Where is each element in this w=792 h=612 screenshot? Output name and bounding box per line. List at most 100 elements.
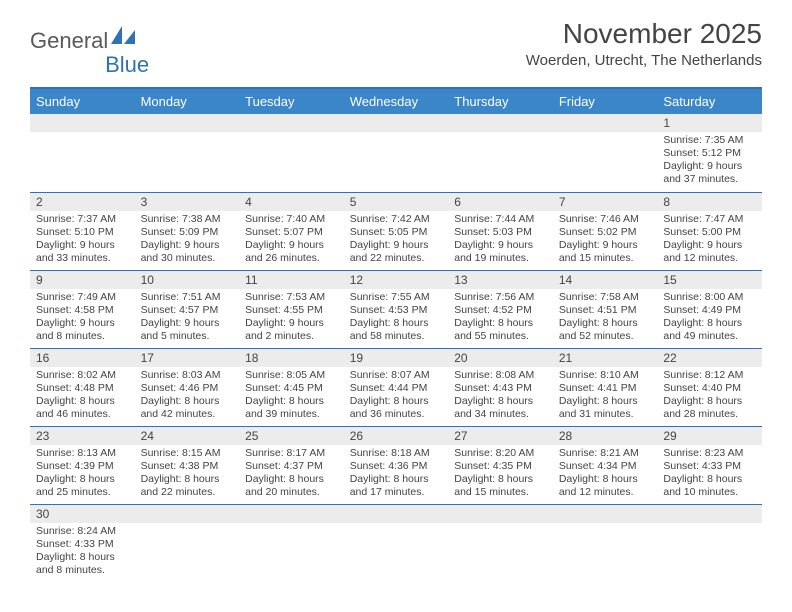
daynum: 6 [448,193,553,211]
day-cell: 2Sunrise: 7:37 AMSunset: 5:10 PMDaylight… [30,192,135,270]
daynum: 28 [553,427,658,445]
calendar-row: 2Sunrise: 7:37 AMSunset: 5:10 PMDaylight… [30,192,762,270]
day-cell: 7Sunrise: 7:46 AMSunset: 5:02 PMDaylight… [553,192,658,270]
daynum [239,114,344,132]
day-body: Sunrise: 7:53 AMSunset: 4:55 PMDaylight:… [239,289,344,348]
daynum: 2 [30,193,135,211]
daynum [448,114,553,132]
logo: General [30,26,137,55]
empty-cell [448,114,553,192]
day-cell: 14Sunrise: 7:58 AMSunset: 4:51 PMDayligh… [553,270,658,348]
day-body: Sunrise: 8:23 AMSunset: 4:33 PMDaylight:… [657,445,762,504]
day-body: Sunrise: 8:20 AMSunset: 4:35 PMDaylight:… [448,445,553,504]
day-header: Thursday [448,89,553,114]
calendar-row: 23Sunrise: 8:13 AMSunset: 4:39 PMDayligh… [30,426,762,504]
day-cell: 22Sunrise: 8:12 AMSunset: 4:40 PMDayligh… [657,348,762,426]
day-cell: 13Sunrise: 7:56 AMSunset: 4:52 PMDayligh… [448,270,553,348]
daynum: 8 [657,193,762,211]
daynum [344,505,449,523]
daynum: 25 [239,427,344,445]
day-header: Tuesday [239,89,344,114]
empty-cell [135,114,240,192]
calendar-page: General November 2025 Woerden, Utrecht, … [0,0,792,582]
day-body: Sunrise: 8:07 AMSunset: 4:44 PMDaylight:… [344,367,449,426]
day-body: Sunrise: 8:24 AMSunset: 4:33 PMDaylight:… [30,523,135,582]
daynum: 10 [135,271,240,289]
daynum: 17 [135,349,240,367]
logo-text-general: General [30,28,108,54]
daynum [135,505,240,523]
daynum: 23 [30,427,135,445]
empty-cell [553,504,658,582]
daynum [344,114,449,132]
day-header: Wednesday [344,89,449,114]
day-body: Sunrise: 8:05 AMSunset: 4:45 PMDaylight:… [239,367,344,426]
calendar-row: 1Sunrise: 7:35 AMSunset: 5:12 PMDaylight… [30,114,762,192]
location: Woerden, Utrecht, The Netherlands [526,52,762,69]
day-header: Sunday [30,89,135,114]
day-header: Friday [553,89,658,114]
title-block: November 2025 Woerden, Utrecht, The Neth… [526,18,762,69]
daynum: 1 [657,114,762,132]
daynum: 19 [344,349,449,367]
calendar-table: SundayMondayTuesdayWednesdayThursdayFrid… [30,89,762,582]
daynum: 29 [657,427,762,445]
day-body: Sunrise: 8:13 AMSunset: 4:39 PMDaylight:… [30,445,135,504]
day-body: Sunrise: 7:35 AMSunset: 5:12 PMDaylight:… [657,132,762,191]
empty-cell [344,504,449,582]
day-cell: 6Sunrise: 7:44 AMSunset: 5:03 PMDaylight… [448,192,553,270]
empty-cell [30,114,135,192]
day-cell: 8Sunrise: 7:47 AMSunset: 5:00 PMDaylight… [657,192,762,270]
day-body: Sunrise: 8:02 AMSunset: 4:48 PMDaylight:… [30,367,135,426]
day-body: Sunrise: 8:17 AMSunset: 4:37 PMDaylight:… [239,445,344,504]
logo-sail-icon [111,26,137,51]
day-cell: 28Sunrise: 8:21 AMSunset: 4:34 PMDayligh… [553,426,658,504]
day-header: Saturday [657,89,762,114]
day-body: Sunrise: 7:38 AMSunset: 5:09 PMDaylight:… [135,211,240,270]
day-body: Sunrise: 7:46 AMSunset: 5:02 PMDaylight:… [553,211,658,270]
daynum: 27 [448,427,553,445]
daynum [553,505,658,523]
day-cell: 23Sunrise: 8:13 AMSunset: 4:39 PMDayligh… [30,426,135,504]
day-cell: 16Sunrise: 8:02 AMSunset: 4:48 PMDayligh… [30,348,135,426]
day-cell: 21Sunrise: 8:10 AMSunset: 4:41 PMDayligh… [553,348,658,426]
day-body: Sunrise: 8:18 AMSunset: 4:36 PMDaylight:… [344,445,449,504]
day-body: Sunrise: 7:47 AMSunset: 5:00 PMDaylight:… [657,211,762,270]
day-cell: 27Sunrise: 8:20 AMSunset: 4:35 PMDayligh… [448,426,553,504]
day-cell: 29Sunrise: 8:23 AMSunset: 4:33 PMDayligh… [657,426,762,504]
day-body: Sunrise: 8:15 AMSunset: 4:38 PMDaylight:… [135,445,240,504]
daynum [135,114,240,132]
day-header: Monday [135,89,240,114]
daynum [657,505,762,523]
daynum: 30 [30,505,135,523]
empty-cell [344,114,449,192]
day-body: Sunrise: 7:40 AMSunset: 5:07 PMDaylight:… [239,211,344,270]
day-cell: 9Sunrise: 7:49 AMSunset: 4:58 PMDaylight… [30,270,135,348]
empty-cell [135,504,240,582]
daynum: 4 [239,193,344,211]
daynum: 3 [135,193,240,211]
day-cell: 11Sunrise: 7:53 AMSunset: 4:55 PMDayligh… [239,270,344,348]
day-header-row: SundayMondayTuesdayWednesdayThursdayFrid… [30,89,762,114]
daynum: 18 [239,349,344,367]
calendar-body: 1Sunrise: 7:35 AMSunset: 5:12 PMDaylight… [30,114,762,582]
day-body: Sunrise: 7:44 AMSunset: 5:03 PMDaylight:… [448,211,553,270]
day-body: Sunrise: 8:12 AMSunset: 4:40 PMDaylight:… [657,367,762,426]
day-body: Sunrise: 8:08 AMSunset: 4:43 PMDaylight:… [448,367,553,426]
day-cell: 3Sunrise: 7:38 AMSunset: 5:09 PMDaylight… [135,192,240,270]
day-body: Sunrise: 8:21 AMSunset: 4:34 PMDaylight:… [553,445,658,504]
daynum: 24 [135,427,240,445]
day-cell: 4Sunrise: 7:40 AMSunset: 5:07 PMDaylight… [239,192,344,270]
daynum: 26 [344,427,449,445]
calendar-row: 30Sunrise: 8:24 AMSunset: 4:33 PMDayligh… [30,504,762,582]
day-body: Sunrise: 8:10 AMSunset: 4:41 PMDaylight:… [553,367,658,426]
daynum: 20 [448,349,553,367]
day-cell: 24Sunrise: 8:15 AMSunset: 4:38 PMDayligh… [135,426,240,504]
daynum [448,505,553,523]
day-body: Sunrise: 7:37 AMSunset: 5:10 PMDaylight:… [30,211,135,270]
daynum [553,114,658,132]
empty-cell [448,504,553,582]
day-cell: 25Sunrise: 8:17 AMSunset: 4:37 PMDayligh… [239,426,344,504]
day-cell: 12Sunrise: 7:55 AMSunset: 4:53 PMDayligh… [344,270,449,348]
empty-cell [239,114,344,192]
